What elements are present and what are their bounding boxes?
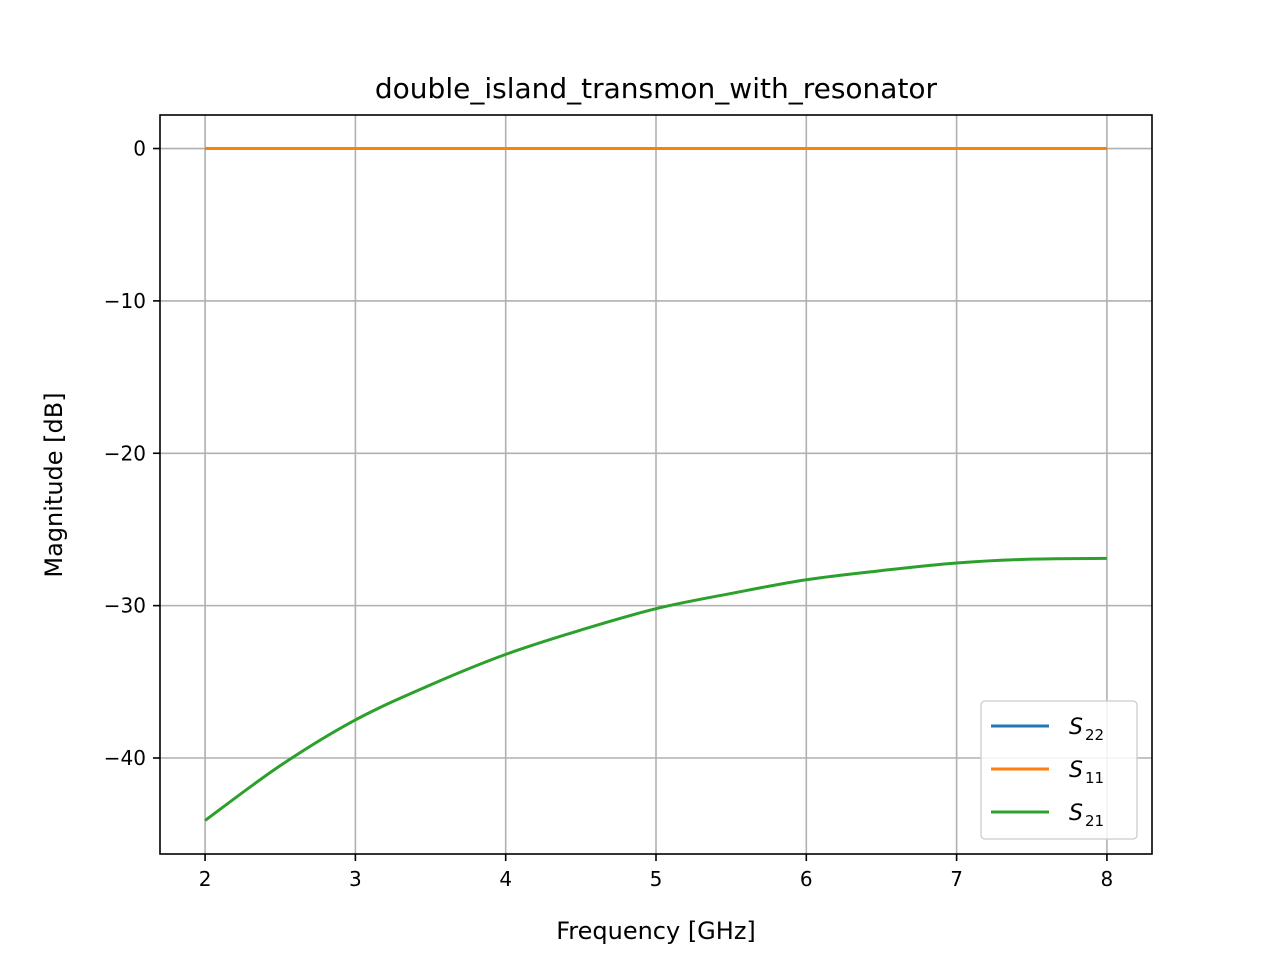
x-tick-label: 3 xyxy=(349,867,362,891)
legend-label-s11: S 11 xyxy=(1069,758,1104,787)
x-tick-label: 8 xyxy=(1101,867,1114,891)
y-tick-label: −20 xyxy=(104,441,146,465)
series-layer xyxy=(204,147,1107,822)
x-tick-label: 5 xyxy=(650,867,663,891)
x-tick-label: 6 xyxy=(800,867,813,891)
legend-label-base: S xyxy=(1069,715,1083,740)
series-line-s21 xyxy=(204,556,1107,822)
y-tick-label: −10 xyxy=(104,289,146,313)
x-tick-label: 2 xyxy=(199,867,212,891)
legend-label-subscript: 22 xyxy=(1085,726,1104,744)
legend-label-subscript: 11 xyxy=(1085,769,1104,787)
chart-title: double_island_transmon_with_resonator xyxy=(375,72,938,105)
ticks-layer: 2 3 4 5 6 7 8 0 −10 −20 −30 −40 xyxy=(104,137,1113,891)
legend-box xyxy=(980,700,1138,840)
legend-label-s21: S 21 xyxy=(1069,801,1104,830)
legend-label-base: S xyxy=(1069,758,1083,783)
legend-label-base: S xyxy=(1069,801,1083,826)
legend-label-subscript: 21 xyxy=(1085,812,1104,830)
y-axis-label: Magnitude [dB] xyxy=(40,392,68,577)
y-tick-label: −40 xyxy=(104,746,146,770)
x-tick-label: 4 xyxy=(499,867,512,891)
x-axis-label: Frequency [GHz] xyxy=(556,917,756,945)
y-tick-label: 0 xyxy=(133,137,146,161)
x-tick-label: 7 xyxy=(950,867,963,891)
legend: S 22S 11S 21 xyxy=(980,700,1138,840)
y-tick-label: −30 xyxy=(104,594,146,618)
legend-label-s22: S 22 xyxy=(1069,715,1104,744)
